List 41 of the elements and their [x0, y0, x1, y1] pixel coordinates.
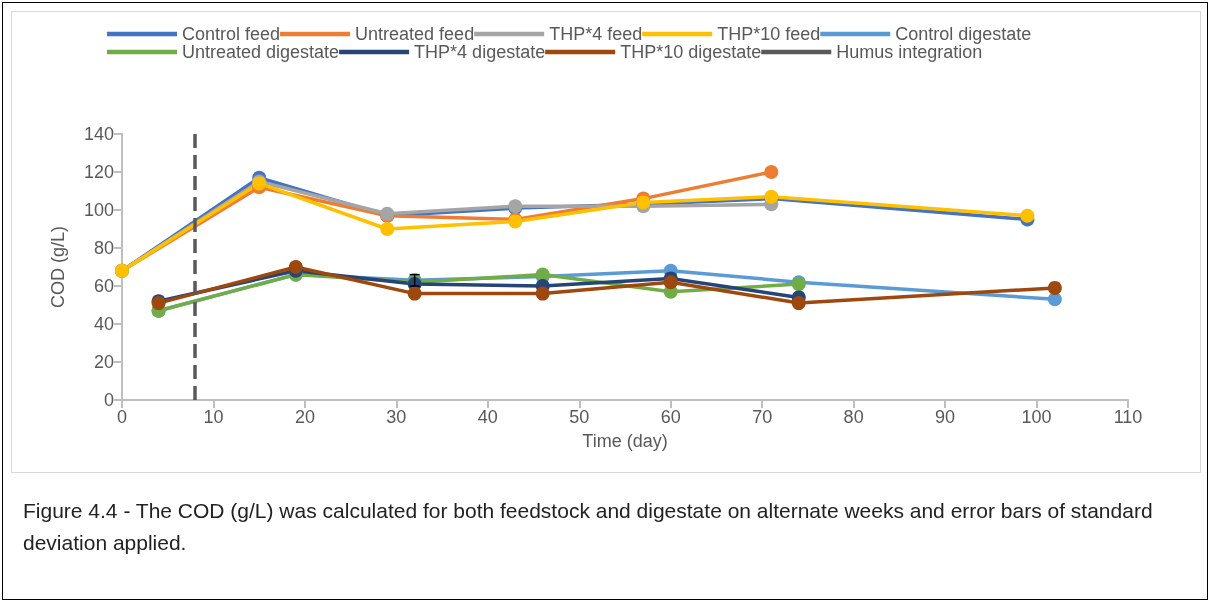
x-tick-label: 20: [294, 407, 315, 427]
y-tick-label: 140: [83, 124, 114, 144]
point: [791, 296, 806, 311]
x-tick-label: 60: [660, 407, 681, 427]
x-tick-label: 110: [1113, 407, 1143, 427]
legend-label: Untreated feed: [355, 24, 475, 44]
x-tick-label: 0: [116, 407, 128, 427]
x-axis-title: Time (day): [582, 431, 668, 451]
point: [535, 286, 550, 301]
legend-label: Control feed: [182, 24, 281, 44]
point: [764, 165, 779, 179]
caption: Figure 4.4 - The COD (g/L) was calculated for both feedstock and digestate on alternate weeks and error bars of standard deviation applied.: [23, 498, 1154, 556]
x-tick-label: 80: [843, 407, 864, 427]
point: [407, 286, 422, 301]
point: [380, 222, 395, 236]
legend-label: Untreated digestate: [182, 42, 340, 62]
x-tick-label: 90: [935, 407, 956, 427]
x-tick-label: 40: [477, 407, 498, 427]
x-tick-label: 50: [569, 407, 590, 427]
legend-label: Control digestate: [895, 24, 1032, 44]
legend-label: Humus integration: [836, 42, 983, 62]
point: [1020, 208, 1035, 223]
legend-label: THP*10 feed: [717, 24, 821, 44]
legend-label: THP*4 feed: [549, 24, 643, 44]
x-tick-label: 30: [386, 407, 407, 427]
x-tick-label: 10: [203, 407, 224, 427]
x-tick-label: 100: [1021, 407, 1052, 427]
legend-label: THP*4 digestate: [414, 42, 546, 62]
y-tick-label: 0: [103, 390, 114, 410]
y-tick-label: 20: [93, 352, 114, 372]
x-tick-label: 70: [752, 407, 773, 427]
y-tick-label: 120: [83, 162, 114, 182]
y-tick-label: 40: [93, 314, 114, 334]
y-tick-label: 80: [93, 238, 114, 258]
legend-label: THP*10 digestate: [620, 42, 762, 62]
y-axis-title: COD (g/L): [48, 225, 68, 309]
point: [288, 260, 303, 274]
point: [1047, 280, 1062, 295]
y-tick-label: 100: [83, 200, 114, 220]
point: [663, 275, 678, 290]
y-tick-label: 60: [93, 276, 114, 296]
